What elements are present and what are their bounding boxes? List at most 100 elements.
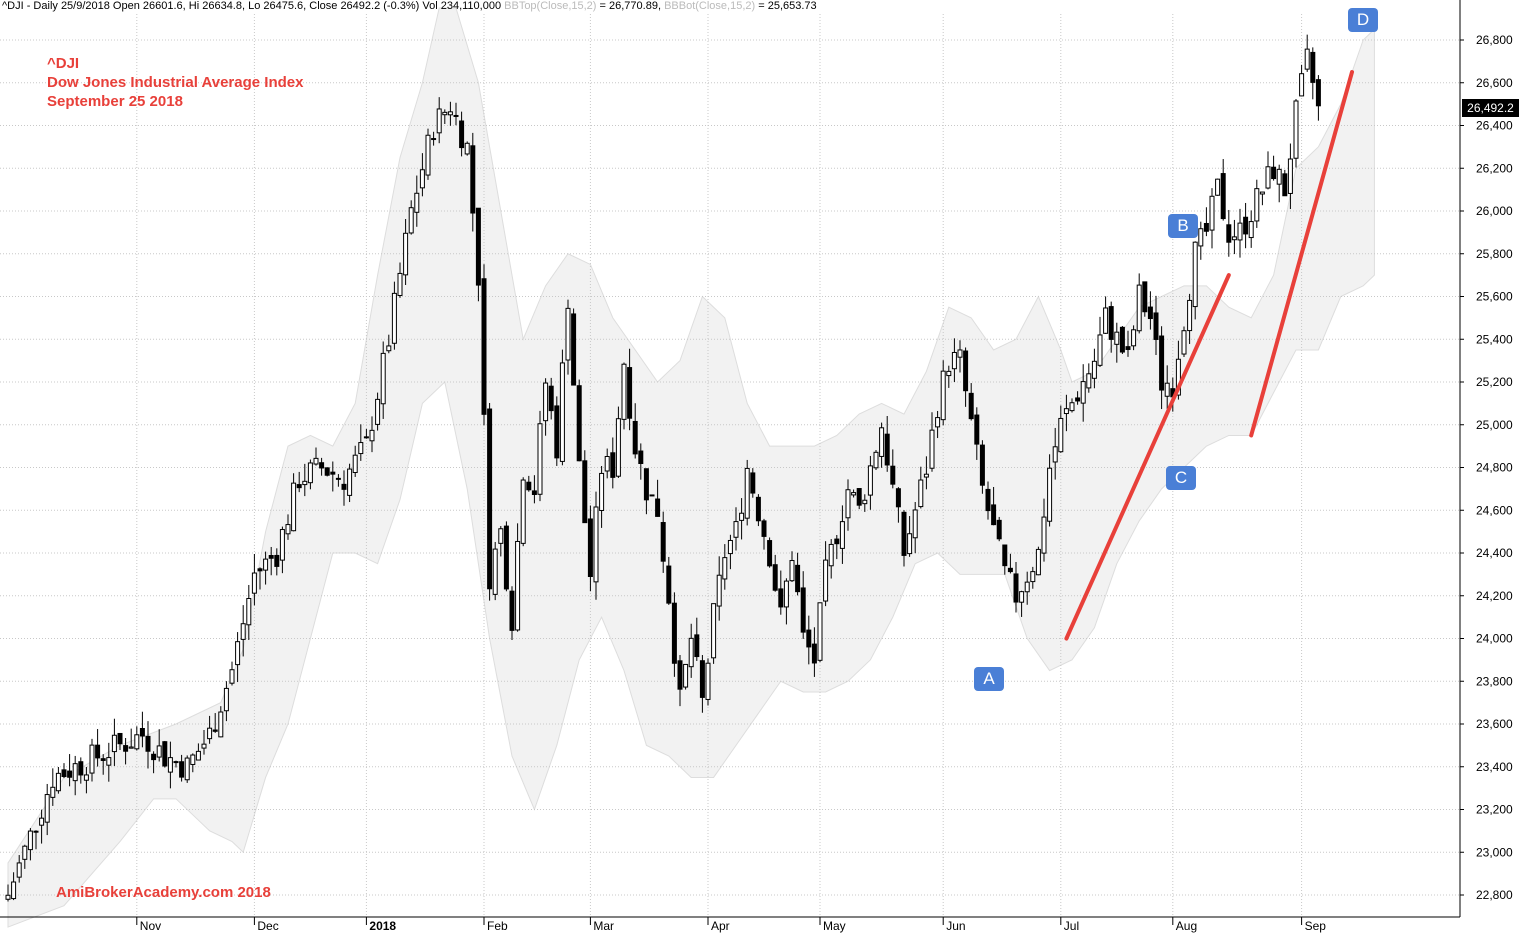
candle-up [1103,307,1109,334]
price-tick-label: 25,600 [1476,290,1513,304]
candle-up [593,506,599,583]
annotation-symbol: ^DJI [47,55,80,72]
date-tick-label: Jul [1064,919,1079,933]
candle-down [151,753,157,761]
candle-down [531,490,537,495]
candle-down [963,350,969,392]
candle-down [638,450,644,465]
date-tick-label: Apr [711,919,730,933]
price-tick-label: 24,600 [1476,503,1513,517]
candle-down [991,504,997,526]
marker-c: C [1166,466,1196,490]
candle-down [1108,306,1114,340]
candle-up [1304,48,1310,70]
candle-up [218,711,224,738]
candle-down [755,496,761,522]
date-tick-label: Dec [257,919,278,933]
candle-up [537,423,543,495]
header-bbtop-label: BBTop(Close,15,2) [504,0,597,12]
candle-up [263,558,269,571]
candle-up [1114,331,1120,345]
candle-down [1243,216,1249,235]
candle-up [1209,195,1215,231]
candle-up [1187,299,1193,332]
candle-up [44,794,50,823]
candle-down [139,728,145,737]
candle-up [845,489,851,519]
candle-up [285,524,291,535]
candle-up [347,468,353,496]
candle-down [268,555,274,559]
date-tick-label: Sep [1305,919,1327,933]
candle-up [1164,382,1170,397]
date-tick-label: Mar [593,919,614,933]
candle-up [520,479,526,544]
candle-up [425,134,431,176]
candle-down [576,385,582,462]
candle-down [100,758,106,761]
candle-up [11,881,17,900]
candles [5,34,1321,902]
candle-up [862,499,868,505]
candle-down [363,436,369,439]
candle-up [352,454,358,474]
marker-a: A [974,667,1004,691]
candle-down [179,761,185,778]
candle-up [1019,591,1025,603]
trendline-1 [1064,273,1231,641]
last-price-label: 26,492.2 [1462,99,1519,117]
candle-up [940,370,946,421]
candle-down [895,488,901,508]
candle-up [83,774,89,781]
candle-up [1058,417,1064,453]
candle-up [408,207,414,234]
candle-down [890,465,896,485]
candle-down [212,729,218,732]
price-tick-label: 26,800 [1476,33,1513,47]
candle-down [459,120,465,149]
candle-up [1041,516,1047,554]
date-tick-label: Aug [1176,919,1197,933]
candle-down [610,452,616,478]
candle-down [985,488,991,512]
candle-up [111,734,117,753]
annotation-date: September 25 2018 [47,93,183,110]
candle-up [246,597,252,626]
candle-up [1136,284,1142,332]
candle-up [621,363,627,420]
candle-down [162,741,168,767]
candle-down [587,518,593,578]
candle-up [50,786,56,798]
candle-down [1159,335,1165,391]
candle-down [1282,173,1288,197]
candle-up [1259,191,1265,195]
price-tick-label: 25,400 [1476,332,1513,346]
candle-up [789,560,795,582]
candle-down [1147,306,1153,320]
candle-down [1119,326,1125,353]
candle-up [912,509,918,539]
candle-down [884,433,890,466]
candle-down [834,538,840,545]
grid [0,14,1460,917]
candle-down [117,732,123,745]
candle-up [1091,360,1097,379]
candle-down [800,587,806,633]
candle-up [1131,329,1137,347]
price-tick-label: 22,800 [1476,888,1513,902]
candle-up [386,345,392,352]
candle-up [688,637,694,668]
candle-up [1293,100,1299,159]
price-tick-label: 24,000 [1476,632,1513,646]
candle-up [828,543,834,567]
candle-up [543,382,549,422]
candle-up [1063,408,1069,415]
price-tick-label: 25,800 [1476,247,1513,261]
candle-up [744,467,750,519]
candle-up [711,603,717,659]
candle-up [72,763,78,782]
candle-down [475,207,481,286]
candle-up [33,830,39,833]
candle-up [1052,446,1058,463]
